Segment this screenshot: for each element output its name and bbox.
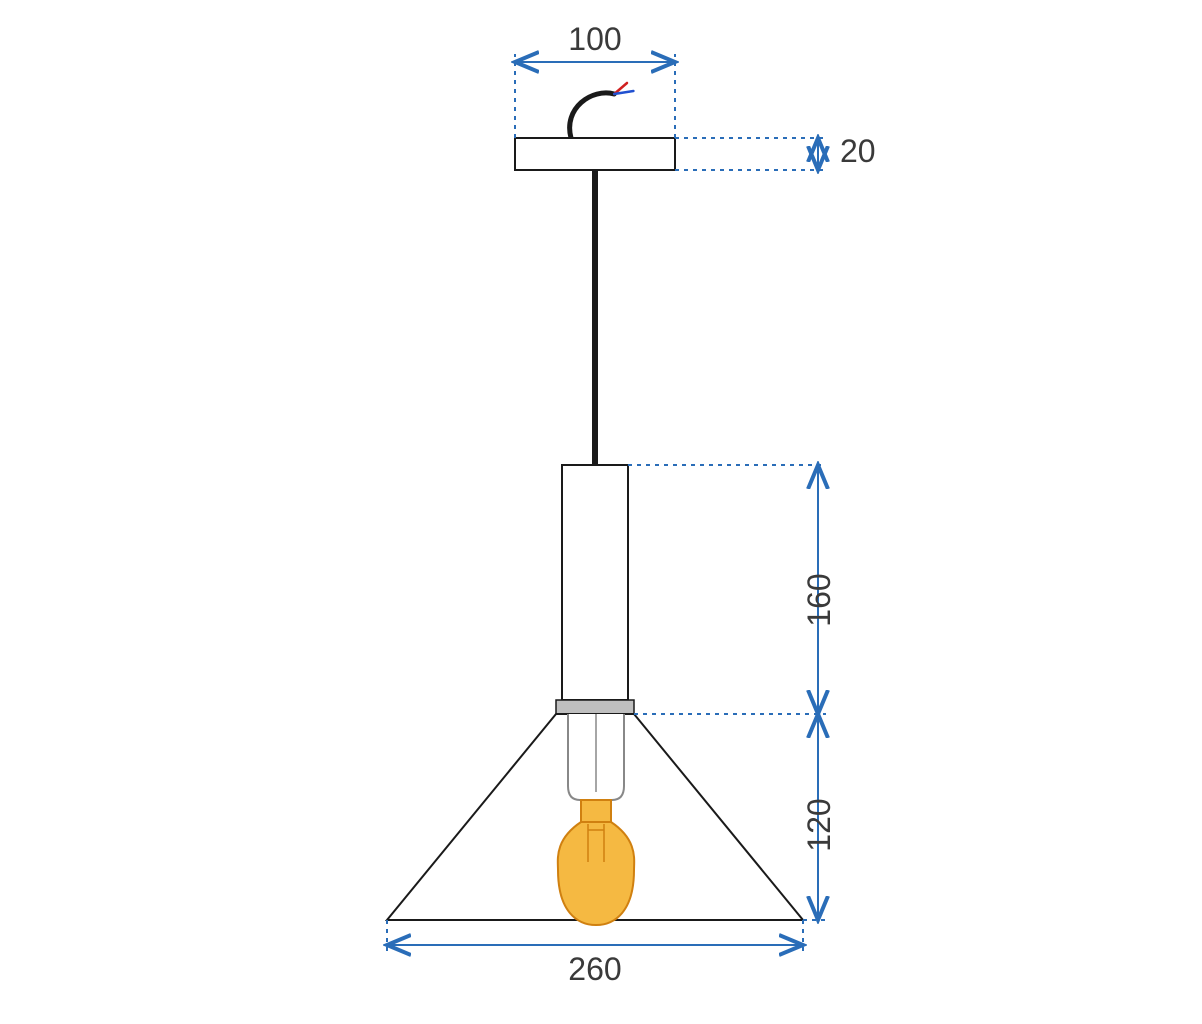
- dimension-label: 260: [568, 951, 621, 987]
- dimension-label: 100: [568, 21, 621, 57]
- dimension-label: 120: [801, 798, 837, 851]
- power-cable: [570, 93, 615, 138]
- connector-ring: [556, 700, 634, 714]
- dimension-label: 20: [840, 133, 876, 169]
- lamp-outline: [387, 83, 803, 925]
- canopy: [515, 138, 675, 170]
- bulb-neck: [581, 800, 611, 822]
- dimension-label: 160: [801, 573, 837, 626]
- bulb-glass: [558, 822, 634, 925]
- lamp-dimension-diagram: 100 20 160 120 260: [0, 0, 1202, 1024]
- lamp-body-tube: [562, 465, 628, 700]
